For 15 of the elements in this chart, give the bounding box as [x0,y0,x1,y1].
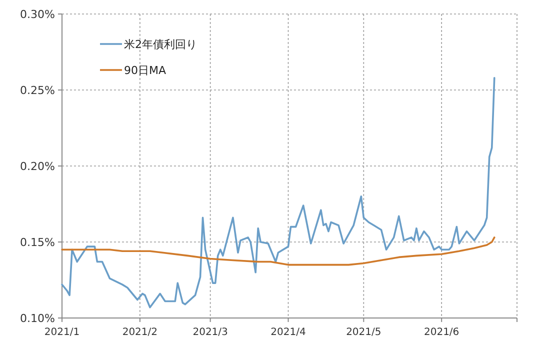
y-tick-label: 0.25% [20,84,55,97]
legend-label: 米2年債利回り [124,38,197,51]
line-series [61,236,496,266]
x-tick-label: 2021/1 [44,327,80,338]
y-tick-label: 0.15% [20,236,55,249]
line-series [61,76,496,308]
x-tick-label: 2021/5 [346,327,382,338]
y-tick-label: 0.10% [20,312,55,325]
y-tick-label: 0.30% [20,8,55,21]
x-tick-label: 2021/6 [424,327,460,338]
legend-label: 90日MA [124,64,166,77]
x-tick-label: 2021/3 [192,327,228,338]
y-tick-label: 0.20% [20,160,55,173]
x-tick-label: 2021/4 [270,327,306,338]
x-tick-label: 2021/2 [122,327,158,338]
